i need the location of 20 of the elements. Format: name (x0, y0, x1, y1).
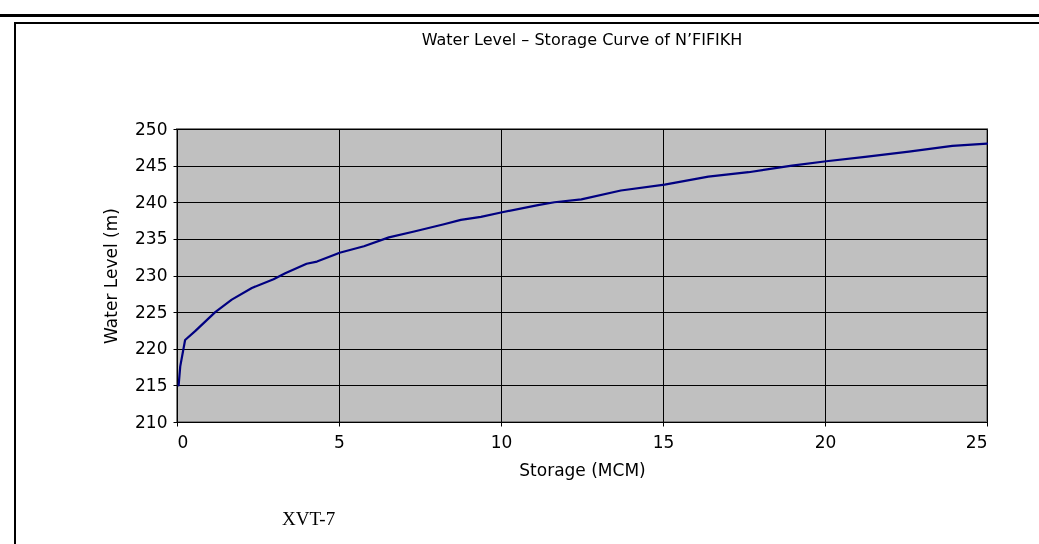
x-tick-label: 15 (652, 431, 675, 452)
y-tick-label: 230 (135, 265, 168, 285)
x-tick-label: 5 (334, 431, 345, 452)
line-series (177, 142, 989, 387)
y-tick-label: 215 (135, 374, 168, 395)
y-tick-label: 225 (135, 301, 168, 322)
y-tick-label: 250 (135, 118, 168, 139)
x-tick-label: 25 (965, 431, 988, 452)
y-tick-label: 210 (135, 411, 168, 432)
y-tick-label: 245 (135, 155, 168, 176)
text: XVT-7 (282, 508, 336, 530)
x-tick-label: 10 (490, 431, 513, 452)
y-tick-label: 240 (135, 191, 168, 212)
y-tick-label: 235 (135, 228, 168, 249)
y-axis-title: Water Level (m) (101, 208, 122, 344)
x-axis-title: Storage (MCM) (519, 459, 646, 480)
chart-title: Water Level – Storage Curve of N’FIFIKH (421, 30, 743, 49)
x-tick-label: 20 (814, 431, 837, 452)
y-tick-label: 220 (135, 338, 168, 359)
x-tick-label: 0 (177, 431, 189, 452)
